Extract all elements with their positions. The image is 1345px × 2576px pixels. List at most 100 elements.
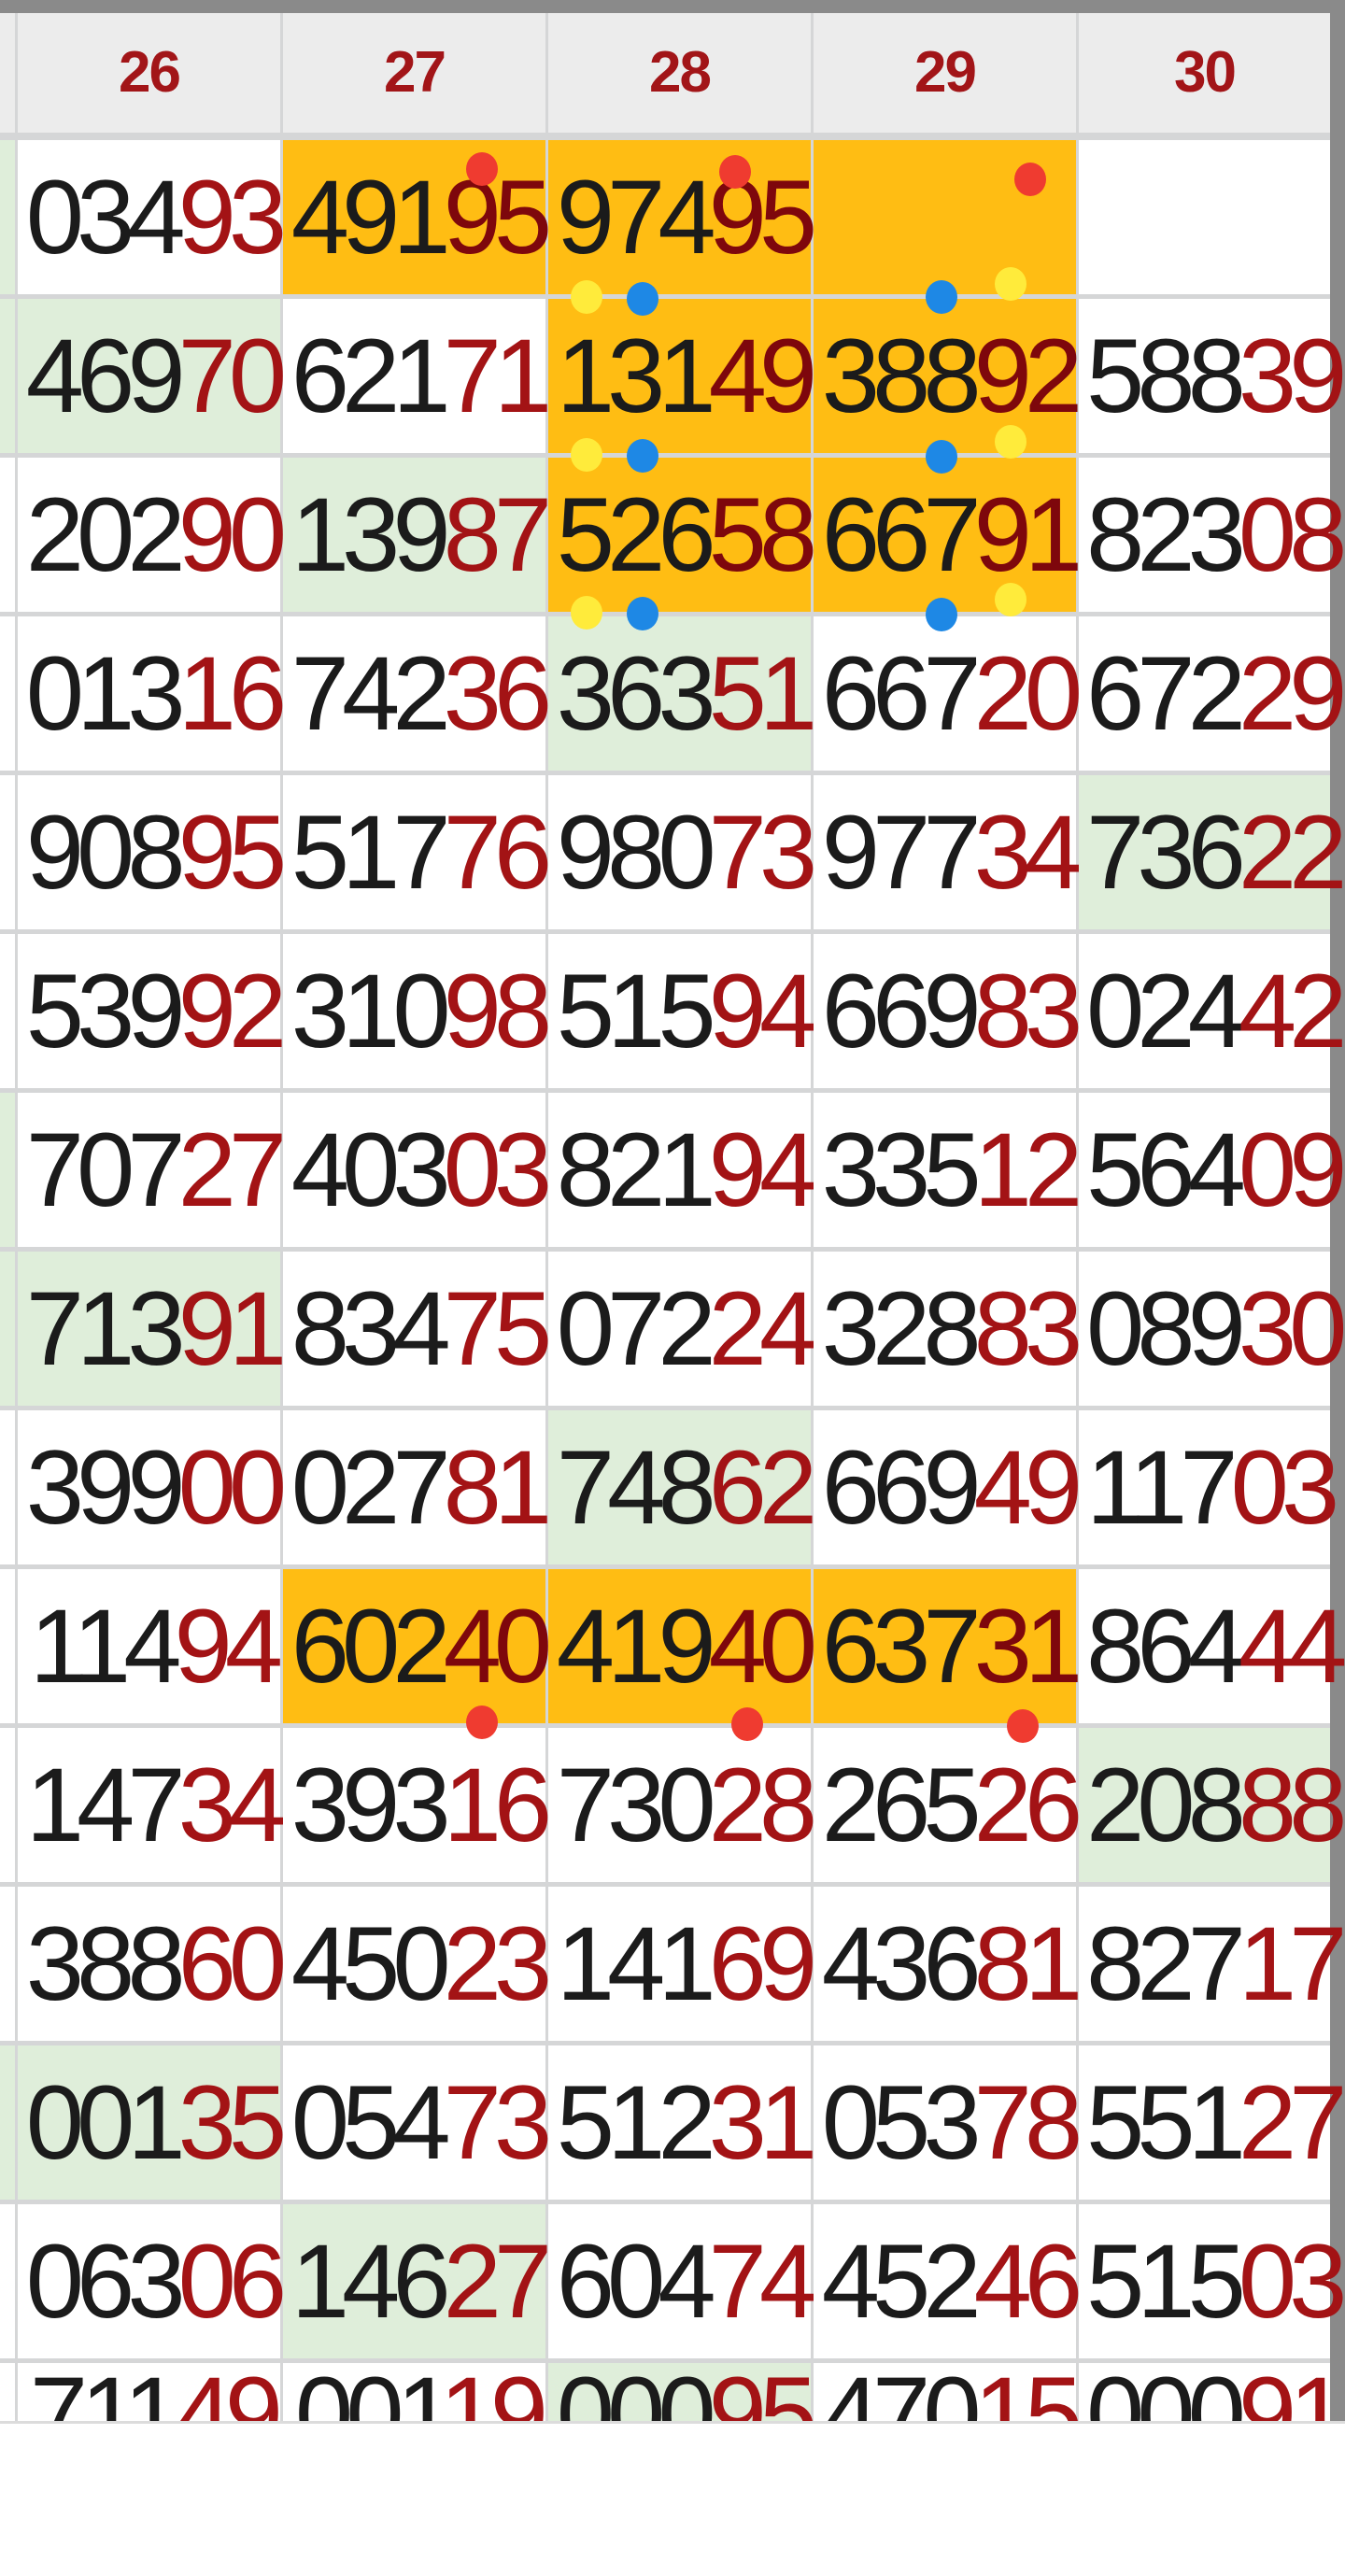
grid-cell[interactable]: 51503 bbox=[1079, 2204, 1345, 2358]
blue-marker-dot bbox=[926, 440, 957, 474]
number-black-digits: 827 bbox=[1086, 1905, 1246, 2022]
cell-number: 66720 bbox=[814, 635, 1083, 752]
grid-cell[interactable]: 71391 bbox=[18, 1252, 287, 1406]
grid-cell[interactable]: 53992 bbox=[18, 934, 287, 1088]
cell-number: 14734 bbox=[19, 1747, 287, 1863]
grid-cell[interactable]: 82717 bbox=[1079, 1887, 1345, 2041]
grid-cell[interactable]: 31098 bbox=[283, 934, 552, 1088]
grid-cell[interactable]: 45023 bbox=[283, 1887, 552, 2041]
grid-cell[interactable]: 20290 bbox=[18, 458, 287, 612]
column-header-26[interactable]: 26 bbox=[18, 13, 280, 133]
column-header-28[interactable]: 28 bbox=[548, 13, 811, 133]
grid-cell[interactable]: 97734 bbox=[814, 775, 1083, 929]
grid-cell[interactable]: 97495 bbox=[548, 140, 817, 294]
grid-cell[interactable]: 14627 bbox=[283, 2204, 552, 2358]
grid-cell[interactable]: 33512 bbox=[814, 1093, 1083, 1247]
grid-cell[interactable]: 11494 bbox=[18, 1569, 283, 1723]
grid-cell[interactable]: 14169 bbox=[548, 1887, 817, 2041]
number-black-digits: 089 bbox=[1086, 1270, 1246, 1387]
number-black-digits: 452 bbox=[821, 2223, 982, 2340]
grid-cell[interactable]: 74862 bbox=[548, 1410, 817, 1564]
grid-cell[interactable]: 51594 bbox=[548, 934, 817, 1088]
grid-cell[interactable]: 67229 bbox=[1079, 616, 1345, 771]
grid-cell[interactable]: 52658 bbox=[548, 458, 817, 612]
grid-cell[interactable]: 20888 bbox=[1079, 1728, 1345, 1882]
grid-cell[interactable]: 00091 bbox=[1079, 2363, 1330, 2421]
number-red-digits: 83 bbox=[973, 1270, 1083, 1387]
number-black-digits: 977 bbox=[821, 794, 982, 911]
grid-cell[interactable]: 02781 bbox=[283, 1410, 552, 1564]
grid-cell[interactable]: 00119 bbox=[283, 2363, 548, 2421]
cell-number: 14169 bbox=[549, 1905, 817, 2022]
grid-cell[interactable]: 66949 bbox=[814, 1410, 1083, 1564]
grid-cell[interactable]: 39900 bbox=[18, 1410, 287, 1564]
grid-cell[interactable]: 71149 bbox=[18, 2363, 283, 2421]
grid-cell[interactable]: 90895 bbox=[18, 775, 287, 929]
grid-cell[interactable]: 82194 bbox=[548, 1093, 817, 1247]
gutter-cell bbox=[0, 458, 15, 612]
grid-cell[interactable]: 05473 bbox=[283, 2045, 552, 2200]
grid-cell[interactable]: 06306 bbox=[18, 2204, 287, 2358]
grid-cell[interactable]: 14734 bbox=[18, 1728, 287, 1882]
column-header-30[interactable]: 30 bbox=[1079, 13, 1330, 133]
grid-cell[interactable]: 36351 bbox=[548, 616, 817, 771]
grid-cell[interactable]: 58839 bbox=[1079, 299, 1345, 453]
grid-cell[interactable]: 51231 bbox=[548, 2045, 817, 2200]
grid-cell[interactable]: 51776 bbox=[283, 775, 552, 929]
grid-cell[interactable]: 60240 bbox=[283, 1569, 552, 1723]
column-header-27[interactable]: 27 bbox=[283, 13, 545, 133]
number-red-digits: 08 bbox=[1238, 476, 1345, 593]
grid-cell[interactable]: 39316 bbox=[283, 1728, 552, 1882]
grid-cell[interactable]: 13987 bbox=[283, 458, 552, 612]
grid-cell[interactable]: 05378 bbox=[814, 2045, 1083, 2200]
grid-cell[interactable]: 56409 bbox=[1079, 1093, 1345, 1247]
number-red-digits: 19 bbox=[439, 2363, 548, 2421]
grid-cell[interactable]: 13149 bbox=[548, 299, 817, 453]
grid-cell[interactable]: 00135 bbox=[18, 2045, 287, 2200]
grid-cell[interactable]: 63731 bbox=[814, 1569, 1083, 1723]
grid-cell[interactable]: 41940 bbox=[548, 1569, 817, 1723]
grid-cell[interactable]: 01316 bbox=[18, 616, 287, 771]
grid-cell[interactable]: 00095 bbox=[548, 2363, 817, 2421]
grid-cell[interactable]: 40303 bbox=[283, 1093, 552, 1247]
grid-cell[interactable]: 32883 bbox=[814, 1252, 1083, 1406]
grid-cell[interactable]: 66791 bbox=[814, 458, 1083, 612]
grid-cell[interactable]: 02442 bbox=[1079, 934, 1345, 1088]
number-red-digits: 27 bbox=[1238, 2064, 1345, 2181]
cell-number: 51594 bbox=[549, 953, 817, 1069]
cell-number: 26526 bbox=[814, 1747, 1083, 1863]
grid-cell[interactable]: 49195 bbox=[283, 140, 552, 294]
number-black-digits: 491 bbox=[290, 159, 451, 276]
grid-cell[interactable]: 45246 bbox=[814, 2204, 1083, 2358]
grid-cell[interactable]: 73028 bbox=[548, 1728, 817, 1882]
grid-cell[interactable]: 66983 bbox=[814, 934, 1083, 1088]
grid-cell[interactable]: 70727 bbox=[18, 1093, 287, 1247]
grid-cell[interactable]: 38892 bbox=[814, 299, 1083, 453]
cell-number: 74862 bbox=[549, 1429, 817, 1546]
grid-cell[interactable]: 07224 bbox=[548, 1252, 817, 1406]
grid-cell[interactable]: 74236 bbox=[283, 616, 552, 771]
grid-cell[interactable]: 73622 bbox=[1079, 775, 1345, 929]
grid-cell[interactable]: 82308 bbox=[1079, 458, 1345, 612]
grid-cell[interactable]: 98073 bbox=[548, 775, 817, 929]
grid-cell[interactable]: 62171 bbox=[283, 299, 552, 453]
grid-cell[interactable]: 86444 bbox=[1079, 1569, 1345, 1723]
grid-cell[interactable]: 83475 bbox=[283, 1252, 552, 1406]
grid-cell[interactable]: 66720 bbox=[814, 616, 1083, 771]
number-red-digits: 03 bbox=[1230, 1429, 1340, 1546]
grid-cell[interactable]: 47015 bbox=[814, 2363, 1083, 2421]
grid-cell[interactable] bbox=[1079, 140, 1330, 294]
number-black-digits: 713 bbox=[25, 1270, 186, 1387]
grid-cell[interactable]: 26526 bbox=[814, 1728, 1083, 1882]
grid-cell[interactable]: 08930 bbox=[1079, 1252, 1345, 1406]
cell-number: 58839 bbox=[1079, 318, 1345, 434]
grid-cell[interactable]: 11703 bbox=[1079, 1410, 1340, 1564]
grid-cell[interactable]: 43681 bbox=[814, 1887, 1083, 2041]
grid-cell[interactable]: 46970 bbox=[18, 299, 287, 453]
number-red-digits: 39 bbox=[1238, 318, 1345, 434]
grid-cell[interactable]: 60474 bbox=[548, 2204, 817, 2358]
grid-cell[interactable]: 38860 bbox=[18, 1887, 287, 2041]
grid-cell[interactable]: 55127 bbox=[1079, 2045, 1345, 2200]
column-header-29[interactable]: 29 bbox=[814, 13, 1076, 133]
grid-cell[interactable]: 03493 bbox=[18, 140, 287, 294]
